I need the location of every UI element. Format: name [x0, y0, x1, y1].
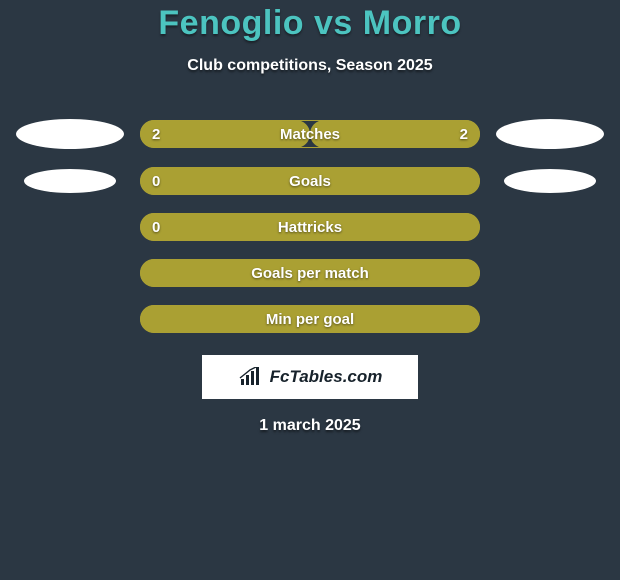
player-marker-left: [16, 119, 124, 149]
brand-logo: FcTables.com: [202, 355, 418, 399]
stat-row: Min per goal: [0, 305, 620, 333]
stat-label: Min per goal: [140, 305, 480, 333]
left-marker-slot: [0, 119, 140, 149]
stat-value-left: 2: [152, 120, 160, 148]
stat-value-left: 0: [152, 213, 160, 241]
stat-label: Goals: [140, 167, 480, 195]
right-marker-slot: [480, 169, 620, 193]
left-marker-slot: [0, 169, 140, 193]
brand-text: FcTables.com: [270, 367, 383, 387]
stat-row: Goals per match: [0, 259, 620, 287]
player-marker-right: [496, 119, 604, 149]
stat-label: Matches: [140, 120, 480, 148]
stat-bar: Matches2 2: [140, 120, 480, 148]
stat-value-left: 0: [152, 167, 160, 195]
page-title: Fenoglio vs Morro: [158, 4, 461, 43]
stat-bar: Min per goal: [140, 305, 480, 333]
stat-row: Matches2 2: [0, 119, 620, 149]
right-marker-slot: [480, 119, 620, 149]
stat-label: Goals per match: [140, 259, 480, 287]
stat-bar: Goals per match: [140, 259, 480, 287]
player-marker-left: [24, 169, 116, 193]
stat-row: Goals0: [0, 167, 620, 195]
stat-bar: Hattricks0: [140, 213, 480, 241]
stat-value-right: 2: [460, 120, 468, 148]
stat-row: Hattricks0: [0, 213, 620, 241]
stat-label: Hattricks: [140, 213, 480, 241]
page-subtitle: Club competitions, Season 2025: [187, 57, 432, 75]
stat-bar: Goals0: [140, 167, 480, 195]
bar-chart-icon: [238, 367, 264, 387]
player-marker-right: [504, 169, 596, 193]
date-label: 1 march 2025: [259, 417, 360, 435]
infographic-container: Fenoglio vs Morro Club competitions, Sea…: [0, 0, 620, 580]
comparison-area: Matches22Goals0Hattricks0Goals per match…: [0, 119, 620, 333]
